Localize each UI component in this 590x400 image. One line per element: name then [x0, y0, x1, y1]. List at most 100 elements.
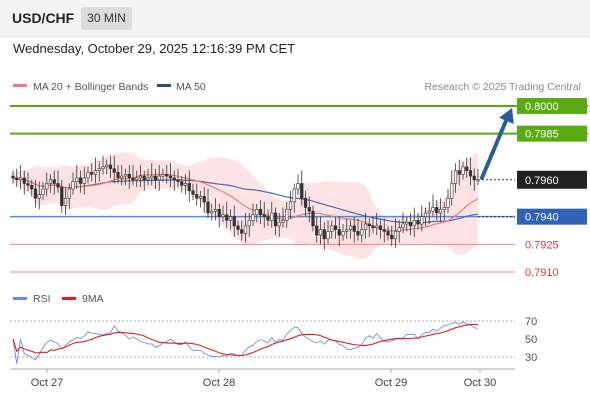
level-label-0.7925: 0.7925 — [525, 239, 559, 251]
candlesticks — [11, 155, 480, 250]
candle — [378, 218, 383, 239]
level-label-0.7940: 0.7940 — [525, 212, 559, 224]
candle — [442, 201, 446, 221]
candle — [435, 200, 439, 221]
forecast-arrow — [480, 108, 514, 180]
level-label-0.7985: 0.7985 — [525, 129, 559, 141]
candle — [165, 165, 169, 184]
last-price-label: 0.7960 — [525, 175, 559, 187]
candle — [26, 172, 30, 191]
candle — [176, 168, 180, 188]
candle — [315, 216, 319, 243]
candle — [93, 157, 98, 184]
candle — [146, 168, 150, 186]
candle — [367, 218, 371, 237]
candle — [105, 159, 109, 175]
candle — [397, 220, 401, 243]
candle — [345, 218, 349, 239]
candle — [382, 218, 386, 243]
candle — [251, 203, 255, 226]
candle — [476, 168, 480, 186]
candle — [375, 212, 379, 236]
candle — [461, 161, 465, 180]
candle — [348, 220, 353, 239]
candle — [172, 170, 176, 191]
candle — [202, 187, 206, 213]
candle — [408, 212, 413, 236]
candle — [258, 200, 263, 225]
candle — [277, 212, 281, 237]
candle — [300, 170, 304, 206]
chart-datetime: Wednesday, October 29, 2025 12:16:39 PM … — [13, 41, 296, 56]
level-label-0.8000: 0.8000 — [525, 101, 559, 113]
last-price-badge — [517, 170, 587, 189]
candle — [183, 174, 188, 195]
candle — [401, 212, 405, 234]
x-tick-label: Oct 27 — [31, 377, 63, 389]
candle — [390, 225, 394, 247]
candle — [341, 224, 345, 241]
x-axis: Oct 27 Oct 28 Oct 29 Oct 30 — [10, 368, 515, 389]
candle — [142, 170, 146, 191]
rsi-tick-70: 70 — [525, 316, 537, 328]
candle — [18, 165, 23, 189]
candle — [457, 159, 461, 186]
candle — [247, 212, 251, 237]
candle — [108, 155, 113, 178]
candle — [217, 203, 221, 228]
rsi-ma-line — [12, 323, 479, 357]
last-price-marker: 0.7960 — [482, 170, 587, 189]
candle — [427, 201, 431, 225]
candle — [45, 172, 49, 197]
candle — [135, 170, 139, 188]
candle — [168, 163, 173, 188]
candle — [120, 165, 124, 186]
candle — [37, 181, 41, 210]
candle — [131, 165, 135, 186]
candle — [453, 163, 458, 193]
candle — [180, 176, 184, 193]
candle — [22, 170, 26, 195]
candle — [431, 194, 435, 217]
candle — [97, 161, 101, 182]
candle — [243, 212, 248, 243]
level-badge-0.7940 — [517, 208, 587, 225]
rsi-panel: 70 50 30 — [10, 316, 537, 364]
candle — [195, 183, 199, 206]
candle — [322, 222, 326, 250]
candle — [326, 220, 330, 245]
forecast-arrow-head — [499, 108, 514, 125]
candle — [127, 165, 131, 189]
candle — [123, 168, 128, 186]
candle — [206, 189, 210, 219]
candle — [352, 216, 356, 243]
candle — [356, 218, 360, 241]
rsi-tick-30: 30 — [525, 352, 537, 364]
price-levels: 0.8000 0.7985 0.7940 0.7925 0.7910 — [10, 98, 588, 279]
header-bar: USD/CHF 30 MIN — [0, 0, 590, 37]
candle — [240, 220, 244, 241]
ma50-legend-label: MA 50 — [176, 81, 206, 93]
candle — [333, 216, 338, 239]
rsi-ma-legend-swatch — [62, 297, 76, 300]
candle — [157, 165, 161, 191]
candle — [288, 190, 293, 219]
candle — [11, 170, 15, 184]
candle — [161, 168, 165, 182]
candle — [56, 170, 60, 193]
candle — [232, 205, 236, 237]
candle — [198, 190, 203, 208]
candle — [221, 205, 225, 223]
candle — [225, 201, 229, 228]
ma20-legend-label: MA 20 + Bollinger Bands — [33, 81, 148, 93]
candle — [386, 225, 390, 241]
candle — [273, 207, 278, 236]
x-tick-label: Oct 29 — [375, 377, 407, 389]
level-badge-0.8000 — [517, 98, 587, 114]
timeframe-button[interactable]: 30 MIN — [81, 7, 132, 30]
candle — [393, 218, 398, 249]
rsi-ma-legend-label: 9MA — [82, 293, 104, 305]
candle — [371, 216, 375, 234]
candle — [465, 157, 469, 178]
